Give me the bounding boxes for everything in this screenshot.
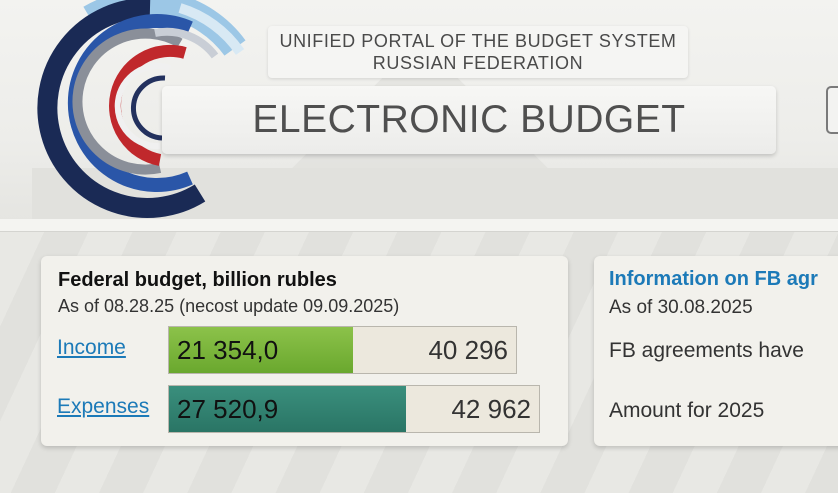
expenses-bar[interactable]: 27 520,9 42 962 (168, 385, 540, 433)
expenses-total: 42 962 (451, 394, 531, 424)
income-bar-fill (169, 327, 353, 373)
federal-budget-title: Federal budget, billion rubles (58, 269, 337, 291)
portal-line-2: RUSSIAN FEDERATION (372, 53, 584, 73)
expenses-value: 27 520,9 (177, 394, 279, 424)
header-divider (0, 219, 838, 231)
site-title[interactable]: ELECTRONIC BUDGET (162, 86, 776, 154)
federal-budget-date: As of 08.28.25 (necost update 09.09.2025… (58, 296, 400, 316)
fb-amount-text: Amount for 2025 (609, 399, 765, 422)
portal-line-1: UNIFIED PORTAL OF THE BUDGET SYSTEM (279, 31, 677, 51)
electronic-budget-logo[interactable] (30, 0, 280, 228)
expenses-link[interactable]: Expenses (57, 395, 150, 418)
income-total: 40 296 (428, 335, 508, 365)
fb-agreements-card: Information on FB agr As of 30.08.2025 F… (594, 256, 838, 446)
site-header: UNIFIED PORTAL OF THE BUDGET SYSTEM RUSS… (0, 0, 838, 232)
income-value: 21 354,0 (177, 335, 279, 365)
header-menu-button[interactable] (826, 86, 838, 134)
expenses-bar-fill (169, 386, 406, 432)
fb-agreements-title[interactable]: Information on FB agr (609, 268, 818, 290)
portal-caption: UNIFIED PORTAL OF THE BUDGET SYSTEM RUSS… (268, 26, 688, 78)
federal-budget-card: Federal budget, billion rubles As of 08.… (41, 256, 568, 446)
fb-agreements-text: FB agreements have (609, 339, 804, 362)
fb-agreements-date: As of 30.08.2025 (609, 297, 753, 318)
income-link[interactable]: Income (57, 336, 126, 359)
income-bar[interactable]: 21 354,0 40 296 (168, 326, 517, 374)
